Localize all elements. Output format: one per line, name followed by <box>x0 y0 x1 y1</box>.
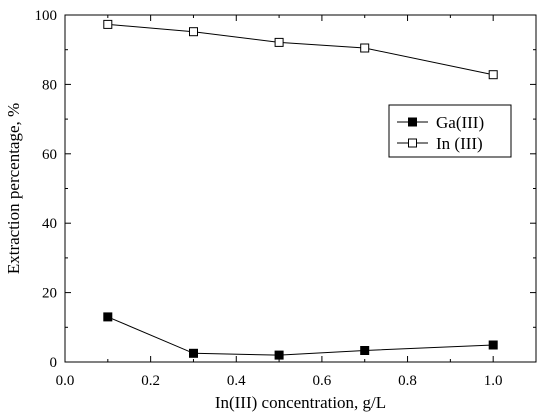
y-tick-label: 80 <box>42 77 57 93</box>
y-tick-label: 20 <box>42 286 57 302</box>
x-tick-label: 0.2 <box>141 373 160 389</box>
y-tick-label: 60 <box>42 147 57 163</box>
x-tick-label: 0.0 <box>56 373 75 389</box>
legend-box <box>388 104 512 158</box>
x-tick-label: 0.6 <box>313 373 332 389</box>
data-point-ga <box>103 312 113 322</box>
y-tick-label: 40 <box>42 216 57 232</box>
data-point-in <box>488 70 498 80</box>
legend-label-ga: Ga(III) <box>436 113 484 132</box>
x-tick-label: 1.0 <box>484 373 503 389</box>
x-axis-label: In(III) concentration, g/L <box>215 393 386 412</box>
data-point-in <box>274 37 284 47</box>
data-point-in <box>103 19 113 29</box>
x-tick-label: 0.4 <box>227 373 246 389</box>
data-point-ga <box>488 340 498 350</box>
tick-labels: 0.0 0.2 0.4 0.6 0.8 1.0 0 20 40 60 80 100 <box>35 8 503 389</box>
series-layer <box>103 19 498 360</box>
data-point-in <box>360 43 370 53</box>
data-point-ga <box>189 348 198 358</box>
data-point-ga <box>360 346 370 355</box>
x-tick-label: 0.8 <box>398 373 417 389</box>
legend-marker-ga <box>408 117 417 127</box>
tick-marks <box>64 14 537 363</box>
data-point-ga <box>274 350 284 360</box>
legend: Ga(III) In (III) <box>388 104 512 158</box>
data-point-in <box>189 27 198 37</box>
series-line-in <box>107 23 494 76</box>
y-tick-label: 0 <box>50 355 58 371</box>
y-tick-label: 100 <box>35 8 58 24</box>
y-axis-label: Extraction percentage, % <box>4 103 23 274</box>
legend-marker-in <box>408 138 417 148</box>
plot-frame <box>64 14 537 363</box>
legend-label-in: In (III) <box>436 134 483 153</box>
series-line-ga <box>107 316 494 356</box>
